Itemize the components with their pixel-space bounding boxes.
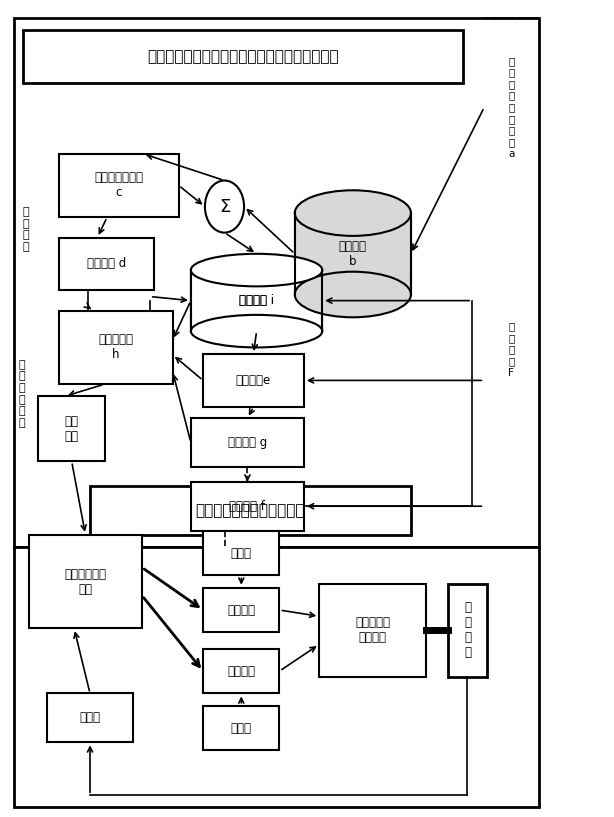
Bar <box>14 18 539 547</box>
Bar <box>191 270 322 331</box>
Ellipse shape <box>191 315 322 347</box>
Text: 高低双源主从协同控制方法: 高低双源主从协同控制方法 <box>196 502 305 518</box>
Bar <box>191 270 322 315</box>
Bar <box>29 534 142 628</box>
Ellipse shape <box>295 272 411 317</box>
Text: 离
线
学
习: 离 线 学 习 <box>23 207 29 252</box>
Text: 在线学习率
h: 在线学习率 h <box>98 333 133 361</box>
Bar <box>295 213 411 294</box>
Bar <box>44 294 472 478</box>
Text: 在线策略 i: 在线策略 i <box>239 294 274 307</box>
Bar <box>203 706 279 751</box>
Text: 回报函数e: 回报函数e <box>236 374 271 387</box>
Ellipse shape <box>191 254 322 287</box>
Text: 逆变器二: 逆变器二 <box>227 664 255 677</box>
Bar <box>60 154 179 217</box>
Text: 在线策略 i: 在线策略 i <box>239 294 274 307</box>
Text: 电源一: 电源一 <box>231 547 252 560</box>
Bar <box>23 30 463 83</box>
Bar <box>44 144 423 306</box>
Bar <box>60 238 154 290</box>
Bar <box>319 583 426 677</box>
Bar <box>295 213 411 272</box>
Bar <box>60 310 173 384</box>
Bar <box>203 354 304 407</box>
Text: Σ: Σ <box>219 198 230 216</box>
Text: 传感器: 传感器 <box>80 712 101 725</box>
Text: 评价误差 g: 评价误差 g <box>228 436 267 449</box>
Text: 多性能目标下的纵横向协同自评判优化决策方法: 多性能目标下的纵横向协同自评判优化决策方法 <box>147 49 339 64</box>
Text: 期望
转角: 期望 转角 <box>64 415 79 443</box>
Bar <box>14 547 539 807</box>
Bar <box>191 270 322 331</box>
Bar <box>191 418 304 467</box>
Text: 离线策略 d: 离线策略 d <box>87 257 126 270</box>
Text: 在
线
强
化
学
习: 在 线 强 化 学 习 <box>18 359 25 428</box>
Bar <box>484 18 538 197</box>
Text: 评价函数 f: 评价函数 f <box>230 500 265 513</box>
Bar <box>191 482 304 530</box>
Text: 电源二: 电源二 <box>231 721 252 734</box>
Bar <box>484 283 538 417</box>
Circle shape <box>205 181 244 233</box>
Text: 环
境
感
知
F: 环 境 感 知 F <box>508 321 515 377</box>
Bar <box>47 694 133 743</box>
Bar <box>38 396 105 462</box>
Text: 转
向
机
构: 转 向 机 构 <box>464 601 471 659</box>
Text: 逆变器一: 逆变器一 <box>227 604 255 617</box>
Ellipse shape <box>295 190 411 236</box>
Bar <box>203 530 279 575</box>
Bar <box>90 486 411 534</box>
Bar <box>166 519 432 763</box>
Bar <box>203 649 279 694</box>
Text: 驾
驶
员
经
验
数
据
集
a: 驾 驶 员 经 验 数 据 集 a <box>508 56 515 158</box>
Text: 双源主从协同
控制: 双源主从协同 控制 <box>64 568 106 596</box>
Bar <box>448 583 488 677</box>
Text: 多尺度神经网络
c: 多尺度神经网络 c <box>95 172 144 199</box>
Text: 历史数据
b: 历史数据 b <box>339 240 367 268</box>
Text: 开绕组永磁
同步电机: 开绕组永磁 同步电机 <box>356 616 391 645</box>
Bar <box>203 587 279 632</box>
